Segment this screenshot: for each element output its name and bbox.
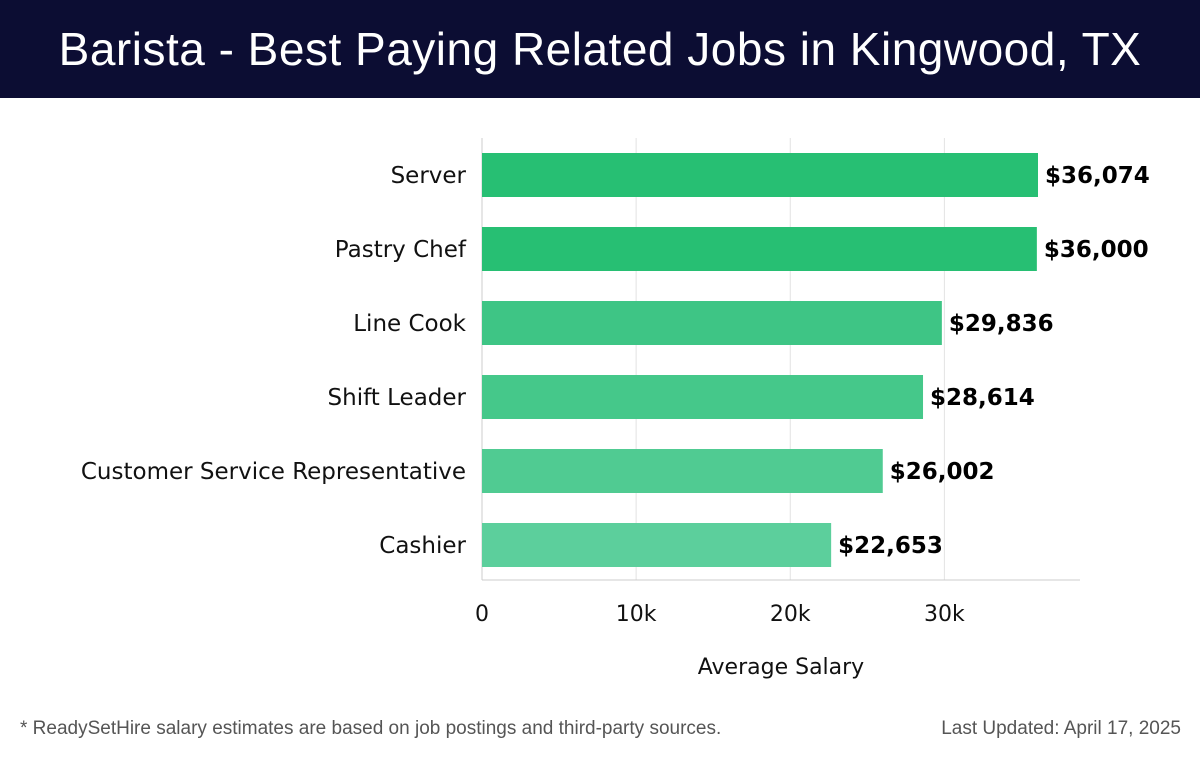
category-label: Line Cook bbox=[353, 311, 466, 337]
x-tick-label: 0 bbox=[475, 602, 489, 627]
bar bbox=[482, 523, 832, 567]
bar bbox=[482, 449, 883, 493]
x-tick-label: 10k bbox=[616, 602, 657, 627]
bar bbox=[482, 301, 942, 345]
value-label: $22,653 bbox=[838, 533, 943, 559]
category-label: Server bbox=[391, 163, 467, 189]
bar bbox=[482, 153, 1038, 197]
bar bbox=[482, 227, 1037, 271]
category-label: Shift Leader bbox=[328, 385, 467, 411]
value-label: $29,836 bbox=[949, 311, 1054, 337]
x-tick-label: 20k bbox=[770, 602, 811, 627]
value-label: $26,002 bbox=[890, 459, 995, 485]
category-label: Cashier bbox=[379, 533, 466, 559]
x-axis-label: Average Salary bbox=[698, 655, 864, 680]
x-tick-label: 30k bbox=[924, 602, 965, 627]
bar bbox=[482, 375, 924, 419]
value-label: $28,614 bbox=[930, 385, 1035, 411]
value-label: $36,074 bbox=[1045, 163, 1150, 189]
category-label: Pastry Chef bbox=[335, 237, 467, 263]
category-label: Customer Service Representative bbox=[81, 459, 466, 485]
chart-title: Barista - Best Paying Related Jobs in Ki… bbox=[58, 23, 1142, 75]
last-updated: Last Updated: April 17, 2025 bbox=[941, 718, 1181, 739]
value-label: $36,000 bbox=[1044, 237, 1149, 263]
title-bar: Barista - Best Paying Related Jobs in Ki… bbox=[0, 0, 1200, 98]
source-note: * ReadySetHire salary estimates are base… bbox=[20, 718, 722, 739]
bar-chart: Server $36,074 Pastry Chef $36,000 Line Cook… bbox=[81, 138, 1150, 680]
